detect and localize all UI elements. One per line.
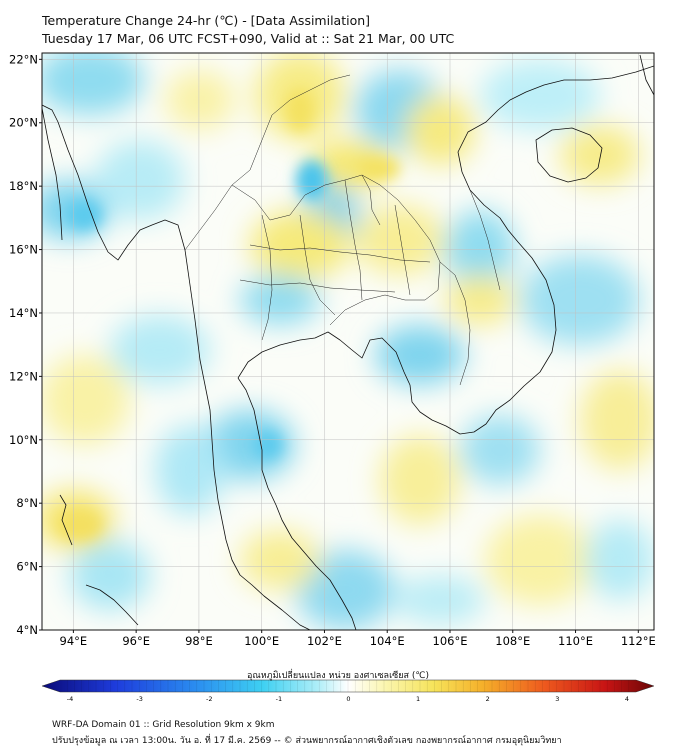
colorbar-tick-label: -2	[206, 695, 212, 703]
lat-tick-label: 6°N	[16, 560, 38, 574]
update-info: ปรับปรุงข้อมูล ณ เวลา 13:00น. วัน อ. ที่…	[52, 736, 562, 746]
lat-tick-label: 18°N	[9, 179, 38, 193]
lat-tick-label: 10°N	[9, 433, 38, 447]
colorbar-bar	[41, 679, 655, 693]
lon-tick-label: 110°E	[558, 634, 593, 648]
lat-axis: 22°N 20°N 18°N 16°N 14°N 12°N 10°N 8°N 6°N 4°N	[9, 52, 42, 637]
lat-tick-label: 8°N	[16, 496, 38, 510]
coastlines	[42, 54, 654, 630]
colorbar-tick-label: -4	[67, 695, 73, 703]
colorbar-ticks: -4 -3 -2 -1 0 1 2 3 4	[67, 680, 629, 703]
lon-tick-label: 112°E	[621, 634, 656, 648]
colorbar: -4 -3 -2 -1 0 1 2 3 4	[41, 679, 655, 703]
chart-subtitle: Tuesday 17 Mar, 06 UTC FCST+090, Valid a…	[42, 31, 455, 46]
chart-title: Temperature Change 24-hr (℃) - [Data Ass…	[42, 13, 371, 28]
colorbar-label: อุณหภูมิเปลี่ยนแปลง หน่วย องศาเซลเซียส (…	[246, 671, 430, 681]
lon-tick-label: 104°E	[370, 634, 405, 648]
gridlines	[42, 53, 654, 630]
lon-tick-label: 102°E	[307, 634, 342, 648]
model-info: WRF-DA Domain 01 :: Grid Resolution 9km …	[52, 720, 275, 730]
lon-tick-label: 98°E	[185, 634, 213, 648]
colorbar-tick-label: 4	[625, 695, 629, 703]
lon-tick-label: 94°E	[60, 634, 88, 648]
colorbar-tick-label: -3	[136, 695, 142, 703]
lat-tick-label: 14°N	[9, 306, 38, 320]
colorbar-tick-label: 0	[346, 695, 350, 703]
lat-tick-label: 4°N	[16, 623, 38, 637]
lat-tick-label: 22°N	[9, 52, 38, 66]
lon-tick-label: 96°E	[122, 634, 150, 648]
lon-axis: 94°E 96°E 98°E 100°E 102°E 104°E 106°E 108°E 110…	[60, 630, 656, 648]
lon-tick-label: 100°E	[244, 634, 279, 648]
admin-borders	[184, 74, 501, 386]
colorbar-tick-label: 2	[486, 695, 490, 703]
temperature-field	[42, 53, 654, 630]
lon-tick-label: 106°E	[433, 634, 468, 648]
colorbar-tick-label: 3	[555, 695, 559, 703]
lat-tick-label: 16°N	[9, 243, 38, 257]
lat-tick-label: 20°N	[9, 116, 38, 130]
lat-tick-label: 12°N	[9, 369, 38, 383]
colorbar-tick-label: 1	[416, 695, 420, 703]
colorbar-tick-label: -1	[276, 695, 282, 703]
map-frame	[41, 52, 655, 631]
lon-tick-label: 108°E	[495, 634, 530, 648]
